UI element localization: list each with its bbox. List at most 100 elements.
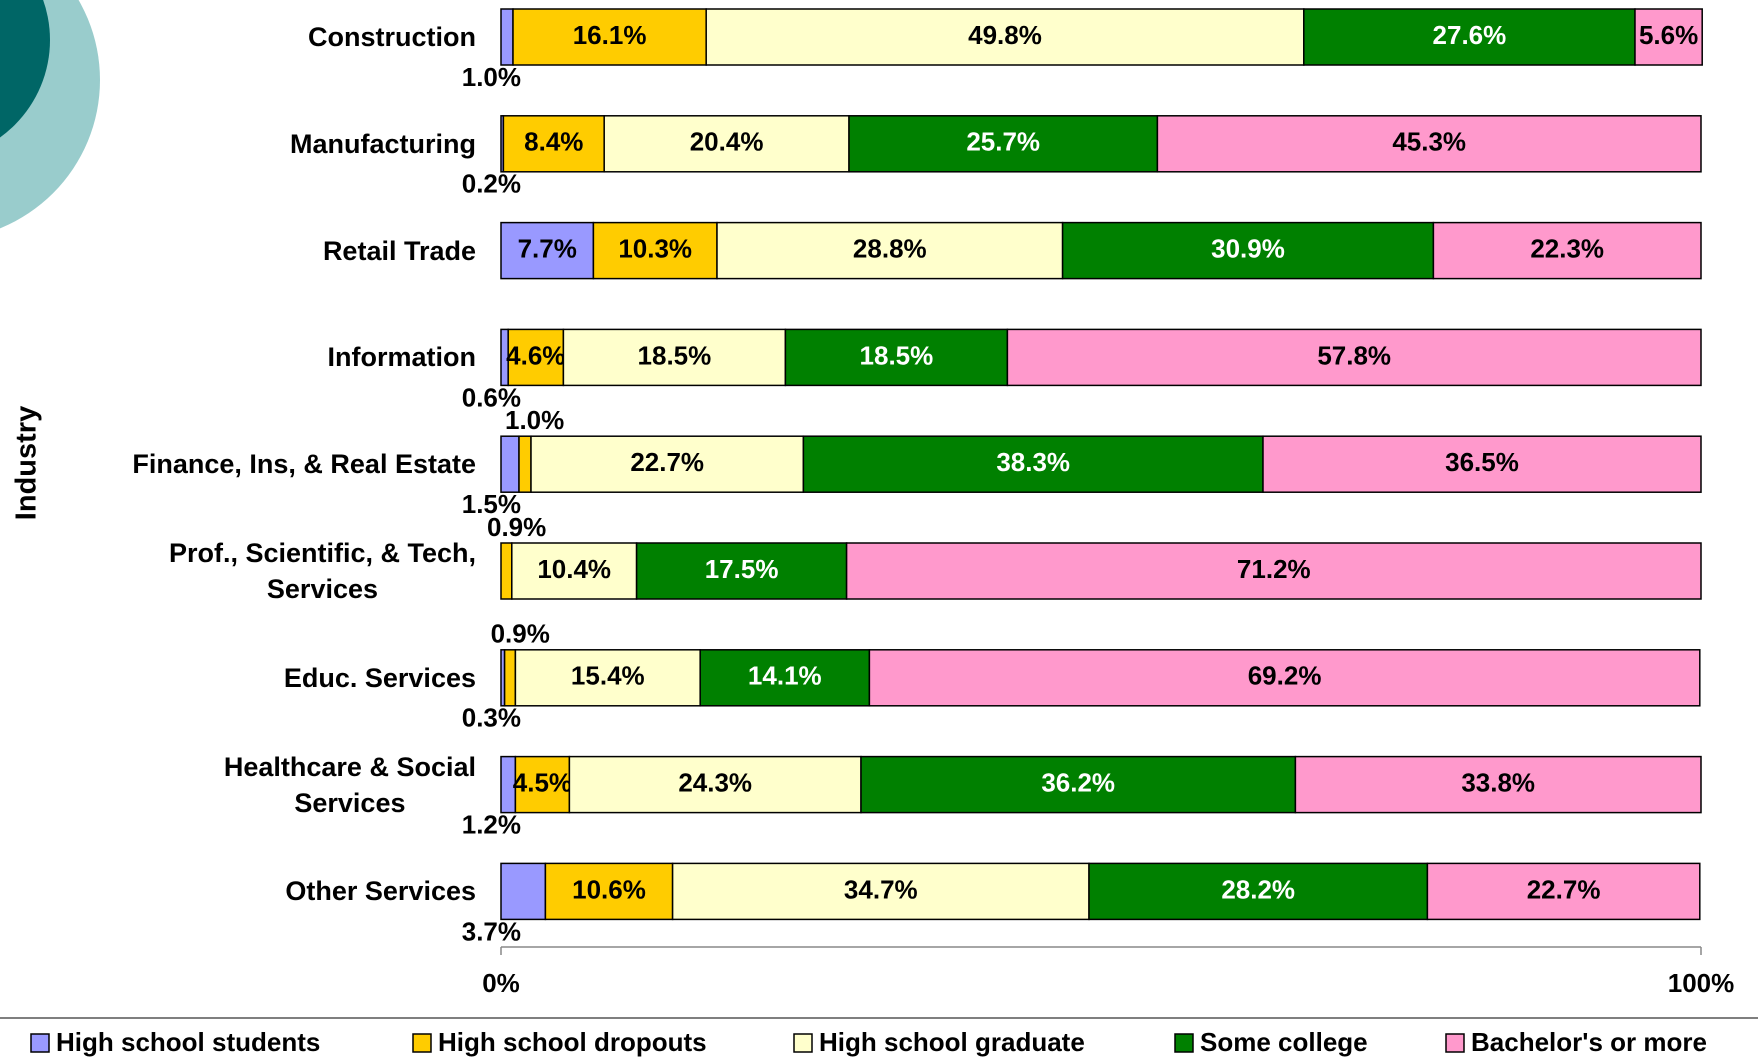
data-label: 10.4%: [537, 554, 611, 584]
x-tick-label: 100%: [1668, 968, 1735, 998]
bar-segment: [530, 435, 805, 493]
decoration: [0, 0, 50, 138]
bar-segment: [705, 8, 1305, 66]
category-label: Other Services: [285, 876, 476, 907]
category-label: Prof., Scientific, & Tech, Services: [168, 538, 476, 604]
bar-segment: [1156, 115, 1702, 173]
bar-segment: [1294, 755, 1702, 814]
bar-segment: [568, 755, 862, 814]
data-label: 16.1%: [573, 20, 647, 50]
bar-segment: [1262, 435, 1702, 493]
category-label: Manufacturing: [290, 128, 476, 159]
data-label: 17.5%: [705, 554, 779, 584]
data-label: 5.6%: [1639, 20, 1698, 50]
data-label: 0.3%: [462, 703, 521, 733]
data-label: 1.0%: [505, 405, 564, 435]
category-label: Finance, Ins, & Real Estate: [132, 449, 476, 480]
bar-segment: [511, 542, 638, 600]
legend-swatch: [412, 1033, 432, 1053]
category-label: Information: [327, 342, 477, 373]
data-label: 1.0%: [462, 62, 521, 92]
category-label: Educ. Services: [283, 662, 476, 693]
x-tick-label: 0%: [482, 968, 520, 998]
bar-segment: [845, 542, 1702, 600]
bar-segment: [514, 755, 571, 814]
bar-segment: [544, 862, 674, 921]
data-label: 8.4%: [524, 127, 583, 157]
data-label: 10.3%: [618, 233, 692, 263]
data-label: 36.5%: [1445, 447, 1519, 477]
bar-segment: [503, 649, 517, 707]
legend-swatch: [30, 1033, 50, 1053]
data-label: 0.9%: [491, 619, 550, 649]
data-label: 20.4%: [690, 127, 764, 157]
bar-segment: [562, 328, 787, 387]
legend-label: Some college: [1200, 1027, 1368, 1057]
legend-label: High school dropouts: [438, 1027, 707, 1057]
data-label: 27.6%: [1433, 20, 1507, 50]
y-axis-label: Industry: [11, 406, 43, 520]
data-label: 7.7%: [518, 233, 577, 263]
bar-segment: [1426, 862, 1701, 921]
data-label: 24.3%: [678, 767, 752, 797]
legend-label: Bachelor's or more: [1471, 1027, 1707, 1057]
data-label: 71.2%: [1237, 554, 1311, 584]
legend-swatch: [1445, 1033, 1465, 1053]
bar-segment: [502, 115, 605, 173]
bar-segment: [716, 221, 1064, 280]
data-label: 34.7%: [844, 874, 918, 904]
data-label: 0.2%: [462, 169, 521, 199]
data-label: 33.8%: [1461, 767, 1535, 797]
bar-segment: [1432, 221, 1702, 280]
bar-segment: [784, 328, 1009, 387]
data-label: 49.8%: [968, 20, 1042, 50]
data-label: 25.7%: [966, 127, 1040, 157]
data-label: 22.3%: [1530, 233, 1604, 263]
bar-segment: [514, 649, 701, 707]
bar-segment: [868, 649, 1701, 707]
legend-swatch: [1174, 1033, 1194, 1053]
category-label: Healthcare & Social Services: [223, 751, 476, 818]
bar-segment: [1006, 328, 1702, 387]
data-label: 10.6%: [572, 874, 646, 904]
data-label: 30.9%: [1211, 233, 1285, 263]
data-label: 18.5%: [638, 340, 712, 370]
data-label: 38.3%: [996, 447, 1070, 477]
bar-segment: [500, 435, 520, 493]
data-label: 57.8%: [1317, 340, 1391, 370]
bar-segment: [635, 542, 848, 600]
bar-segment: [500, 8, 514, 66]
bar-segment: [699, 649, 871, 707]
data-label: 69.2%: [1248, 661, 1322, 691]
bar-segment: [507, 328, 565, 387]
legend-label: High school graduate: [819, 1027, 1085, 1057]
category-label: Retail Trade: [322, 235, 476, 266]
bar-segment: [1088, 862, 1429, 921]
data-label: 22.7%: [1527, 874, 1601, 904]
data-label: 4.5%: [513, 767, 572, 797]
data-label: 15.4%: [571, 661, 645, 691]
bar-segment: [500, 862, 547, 921]
data-label: 28.2%: [1221, 874, 1295, 904]
data-label: 36.2%: [1041, 767, 1115, 797]
data-label: 3.7%: [462, 916, 521, 946]
data-label: 0.9%: [487, 512, 546, 542]
bar-segment: [518, 435, 532, 493]
data-label: 4.6%: [506, 340, 565, 370]
data-label: 22.7%: [630, 447, 704, 477]
bar-segment: [1303, 8, 1636, 66]
data-label: 28.8%: [853, 233, 927, 263]
data-label: 1.5%: [462, 489, 521, 519]
data-label: 14.1%: [748, 661, 822, 691]
bar-segment: [592, 221, 718, 280]
bar-segment: [1634, 8, 1703, 66]
data-label: 1.2%: [462, 809, 521, 839]
bar-segment: [500, 221, 595, 280]
data-label: 45.3%: [1392, 127, 1466, 157]
data-label: 18.5%: [860, 340, 934, 370]
bar-segment: [500, 542, 513, 600]
legend-label: High school students: [56, 1027, 320, 1057]
data-label: 0.6%: [462, 382, 521, 412]
